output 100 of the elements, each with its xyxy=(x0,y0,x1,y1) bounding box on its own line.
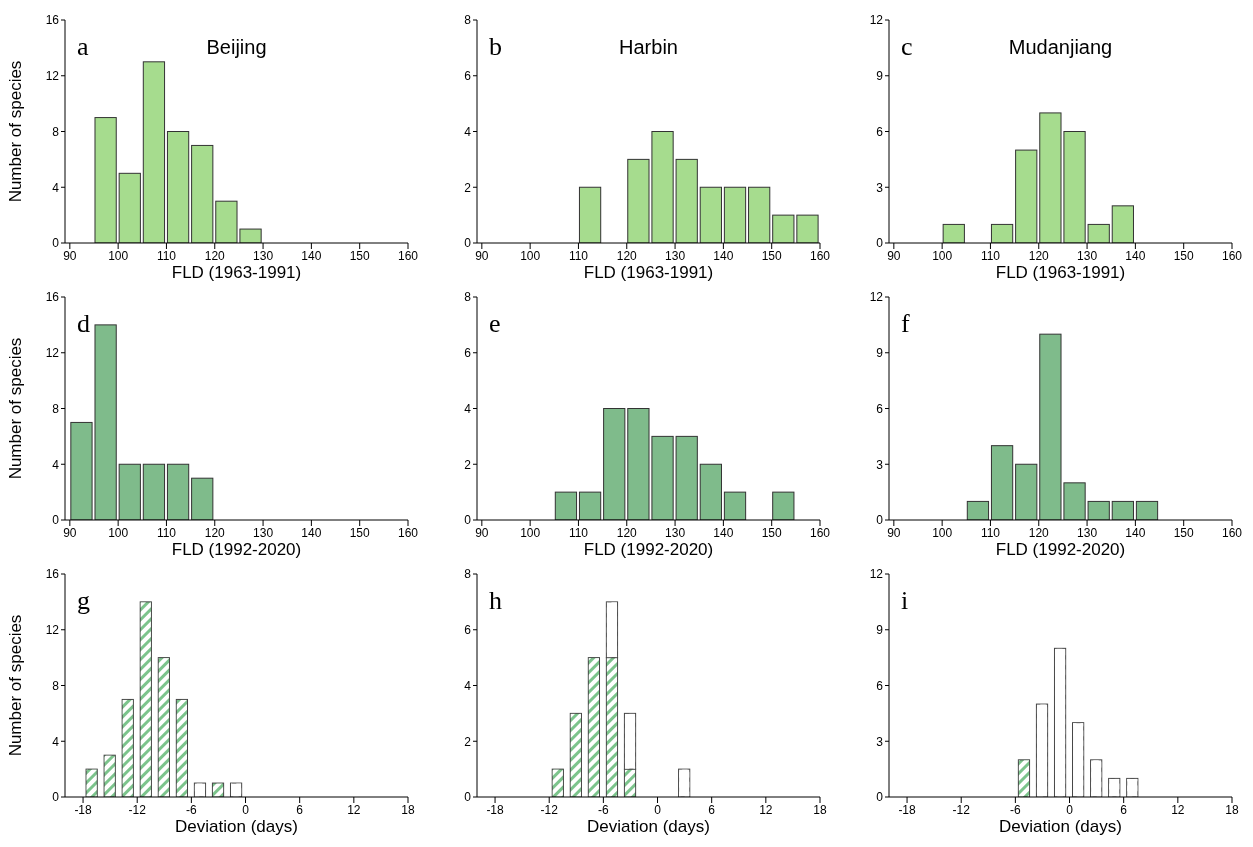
x-tick-label: 18 xyxy=(401,802,415,817)
y-tick-label: 8 xyxy=(52,401,60,416)
y-axis-title: Number of species xyxy=(6,614,26,757)
x-tick-label: 160 xyxy=(1221,525,1243,540)
y-tick-label: 8 xyxy=(52,678,60,693)
y-tick-label: 12 xyxy=(45,346,60,361)
x-tick-label: 0 xyxy=(654,802,662,817)
x-tick-label: 120 xyxy=(616,525,638,540)
y-tick-label: 4 xyxy=(52,180,60,195)
x-tick-label: 160 xyxy=(809,248,831,263)
y-tick-label: 4 xyxy=(464,401,472,416)
y-tick-label: 9 xyxy=(876,69,884,84)
x-tick-label: 90 xyxy=(475,525,489,540)
x-tick-label: 110 xyxy=(156,525,177,540)
y-tick-label: 6 xyxy=(464,623,472,638)
x-axis-title: Deviation (days) xyxy=(998,817,1123,837)
x-tick-label: 150 xyxy=(349,248,371,263)
x-tick-label: 90 xyxy=(887,525,901,540)
y-axis-title: Number of species xyxy=(6,60,26,203)
text: Harbin xyxy=(619,36,678,58)
annotation: f xyxy=(901,309,910,339)
annotation: a xyxy=(77,32,89,62)
x-tick-label: -18 xyxy=(74,802,93,817)
x-tick-label: 110 xyxy=(568,525,589,540)
y-tick-label: 0 xyxy=(876,513,884,528)
x-tick-label: 100 xyxy=(520,525,541,540)
y-tick-label: 0 xyxy=(464,790,472,805)
x-tick-label: 130 xyxy=(253,248,274,263)
x-axis-title: Deviation (days) xyxy=(174,817,299,837)
x-tick-label: -18 xyxy=(486,802,505,817)
x-tick-label: 110 xyxy=(980,525,1001,540)
x-tick-label: 140 xyxy=(301,525,322,540)
y-tick-label: 0 xyxy=(876,236,884,251)
x-tick-label: 130 xyxy=(665,248,686,263)
y-tick-label: 0 xyxy=(464,513,472,528)
x-tick-label: 0 xyxy=(1066,802,1074,817)
x-tick-label: 130 xyxy=(1077,525,1098,540)
x-tick-label: 12 xyxy=(347,802,361,817)
y-tick-label: 0 xyxy=(464,236,472,251)
x-axis-title: FLD (1963-1991) xyxy=(994,263,1127,283)
x-tick-label: 150 xyxy=(761,525,783,540)
x-tick-label: 140 xyxy=(1125,248,1146,263)
x-axis-title: FLD (1992-2020) xyxy=(994,540,1127,560)
x-tick-label: 160 xyxy=(397,525,419,540)
x-tick-label: 130 xyxy=(253,525,274,540)
x-tick-label: 120 xyxy=(1028,525,1050,540)
x-tick-label: 150 xyxy=(1173,248,1195,263)
y-tick-label: 12 xyxy=(45,69,60,84)
x-axis-title: FLD (1963-1991) xyxy=(582,263,715,283)
y-tick-label: 6 xyxy=(464,346,472,361)
y-tick-label: 16 xyxy=(45,290,60,305)
x-tick-label: 6 xyxy=(1120,802,1128,817)
y-tick-label: 0 xyxy=(52,513,60,528)
x-axis-title: FLD (1992-2020) xyxy=(582,540,715,560)
y-tick-label: 3 xyxy=(876,457,884,472)
x-tick-label: -6 xyxy=(186,802,198,817)
y-tick-label: 8 xyxy=(464,13,472,28)
x-tick-label: -18 xyxy=(898,802,917,817)
x-tick-label: 18 xyxy=(1225,802,1239,817)
text: Mudanjiang xyxy=(1008,36,1113,58)
x-tick-label: 130 xyxy=(665,525,686,540)
x-tick-label: 150 xyxy=(1173,525,1195,540)
y-tick-label: 6 xyxy=(464,69,472,84)
x-tick-label: 160 xyxy=(397,248,419,263)
y-tick-label: 12 xyxy=(45,623,60,638)
x-tick-label: 90 xyxy=(887,248,901,263)
x-tick-label: 140 xyxy=(1125,525,1146,540)
y-tick-label: 9 xyxy=(876,346,884,361)
x-tick-label: 140 xyxy=(301,248,322,263)
annotation: e xyxy=(489,309,501,339)
y-tick-label: 6 xyxy=(876,678,884,693)
x-tick-label: 90 xyxy=(63,248,77,263)
x-tick-label: 100 xyxy=(108,525,129,540)
annotation: h xyxy=(489,586,502,616)
x-tick-label: 100 xyxy=(520,248,541,263)
x-tick-label: 90 xyxy=(63,525,77,540)
y-tick-label: 4 xyxy=(52,457,60,472)
x-tick-label: 120 xyxy=(1028,248,1050,263)
x-tick-label: 130 xyxy=(1077,248,1098,263)
y-tick-label: 6 xyxy=(876,124,884,139)
y-tick-label: 8 xyxy=(464,290,472,305)
x-tick-label: -12 xyxy=(952,802,971,817)
y-tick-label: 3 xyxy=(876,180,884,195)
x-tick-label: 120 xyxy=(204,525,226,540)
x-axis-title: Deviation (days) xyxy=(586,817,711,837)
x-tick-label: 6 xyxy=(296,802,304,817)
y-tick-label: 12 xyxy=(869,290,884,305)
x-tick-label: 110 xyxy=(980,248,1001,263)
y-tick-label: 4 xyxy=(52,734,60,749)
annotation: g xyxy=(77,586,90,616)
x-tick-label: 12 xyxy=(759,802,773,817)
x-tick-label: 0 xyxy=(242,802,250,817)
x-tick-label: -12 xyxy=(128,802,147,817)
x-tick-label: 90 xyxy=(475,248,489,263)
y-tick-label: 8 xyxy=(52,124,60,139)
y-tick-label: 9 xyxy=(876,623,884,638)
x-tick-label: 150 xyxy=(761,248,783,263)
x-tick-label: 140 xyxy=(713,248,734,263)
y-tick-label: 2 xyxy=(464,734,472,749)
x-tick-label: 12 xyxy=(1171,802,1185,817)
